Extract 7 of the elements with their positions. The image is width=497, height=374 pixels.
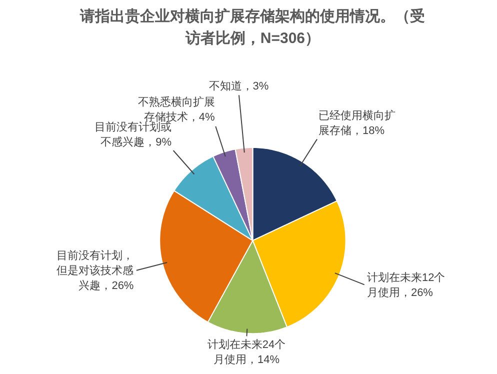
slice-label: 目前没有计划或不感兴趣，9% xyxy=(94,120,172,148)
slice-label: 目前没有计划，但是对该技术感兴趣，26% xyxy=(56,249,134,292)
slice-label: 计划在未来12个月使用，26% xyxy=(366,271,446,300)
slice-label: 不知道，3% xyxy=(208,80,269,92)
slice-label: 已经使用横向扩展存储，18% xyxy=(318,108,396,137)
slice-label: 计划在未来24个月使用，14% xyxy=(207,338,286,366)
chart-title: 请指出贵企业对横向扩展存储架构的使用情况。（受访者比例，N=306） xyxy=(79,6,426,48)
